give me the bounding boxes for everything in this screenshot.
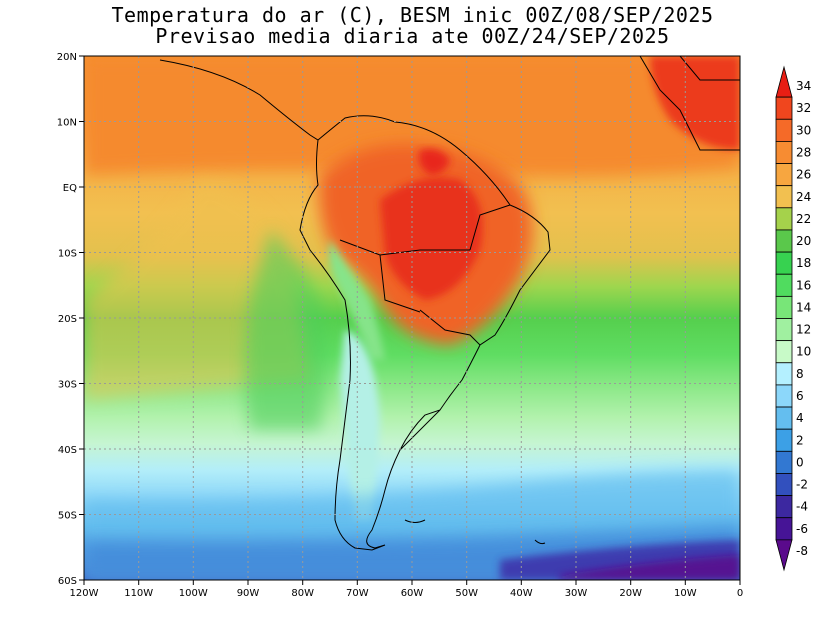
colorbar-label: -4 [796, 500, 808, 514]
x-tick-label: 20W [619, 588, 642, 599]
colorbar-label: 28 [796, 145, 811, 159]
colorbar-swatch [775, 340, 793, 364]
y-tick-label: 50S [58, 511, 77, 522]
colorbar-swatch [775, 141, 793, 164]
map-title-line-1: Temperatura do ar (C), BESM inic 00Z/08/… [111, 3, 714, 27]
x-tick-label: 90W [237, 588, 260, 599]
colorbar-swatch [775, 295, 793, 319]
colorbar-label: 30 [796, 123, 811, 137]
colorbar-swatch [775, 118, 793, 142]
colorbar-swatch [775, 185, 793, 209]
colorbar-swatch [775, 495, 793, 519]
colorbar-label: 32 [796, 101, 811, 115]
colorbar-label: 12 [796, 323, 811, 337]
x-tick-label: 60W [401, 588, 424, 599]
colorbar-label: 22 [796, 212, 811, 226]
colorbar-label: -2 [796, 478, 808, 492]
colorbar-label: -8 [796, 544, 808, 558]
x-tick-label: 10W [674, 588, 697, 599]
x-tick-label: 40W [510, 588, 533, 599]
graticule [84, 56, 740, 580]
colorbar-label: 26 [796, 168, 811, 182]
x-tick-label: 80W [291, 588, 314, 599]
y-tick-label: 10S [58, 249, 77, 260]
x-tick-label: 100W [179, 588, 208, 599]
x-tick-label: 120W [70, 588, 99, 599]
x-tick-marks [83, 580, 741, 585]
colorbar-label: 4 [796, 411, 804, 425]
colorbar-swatch [775, 539, 793, 572]
colorbar-label: 16 [796, 278, 811, 292]
map-title-line-2: Previsao media diaria ate 00Z/24/SEP/202… [155, 24, 670, 48]
x-tick-label: 110W [124, 588, 153, 599]
x-tick-label: 70W [346, 588, 369, 599]
colorbar-swatch [775, 517, 793, 541]
colorbar-swatch [775, 318, 793, 342]
colorbar-swatch [775, 273, 793, 297]
x-tick-label: 30W [565, 588, 588, 599]
colorbar-swatch [775, 473, 793, 496]
colorbar-label: 18 [796, 256, 811, 270]
colorbar-label: 6 [796, 389, 804, 403]
coastlines [159, 56, 740, 551]
y-tick-marks [79, 55, 84, 581]
colorbar-label: 2 [796, 433, 804, 447]
colorbar-label: 24 [796, 190, 811, 204]
colorbar-label: 0 [796, 455, 804, 469]
colorbar-label: 8 [796, 367, 804, 381]
y-tick-label: 60S [58, 576, 77, 587]
colorbar-swatch [775, 384, 793, 408]
y-tick-label: 30S [58, 380, 77, 391]
colorbar-swatch [775, 362, 793, 386]
colorbar-swatch [775, 163, 793, 187]
y-tick-label: 20S [58, 314, 77, 325]
colorbar-label: 10 [796, 345, 811, 359]
y-tick-labels: 20N 10N EQ 10S 20S 30S 40S 50S 60S [57, 52, 77, 587]
colorbar-swatch [775, 96, 793, 120]
colorbar-swatch [775, 428, 793, 452]
colorbar-swatch [775, 406, 793, 430]
colorbar-label: 20 [796, 234, 811, 248]
colorbar-swatch [775, 229, 793, 253]
x-tick-labels: 120W 110W 100W 90W 80W 70W 60W 50W 40W 3… [70, 588, 744, 599]
x-tick-label: 50W [455, 588, 478, 599]
colorbar-swatch [775, 65, 793, 98]
colorbar-label: -6 [796, 522, 808, 536]
colorbar-swatch [775, 251, 793, 275]
y-tick-label: EQ [63, 183, 77, 194]
colorbar-label: 34 [796, 79, 811, 93]
colorbar-swatch [775, 207, 793, 231]
colorbar-swatch [775, 450, 793, 474]
x-tick-label: 0 [737, 588, 743, 599]
y-tick-label: 10N [57, 118, 77, 129]
y-tick-label: 20N [57, 52, 77, 63]
colorbar-label: 14 [796, 300, 811, 314]
y-tick-label: 40S [58, 445, 77, 456]
